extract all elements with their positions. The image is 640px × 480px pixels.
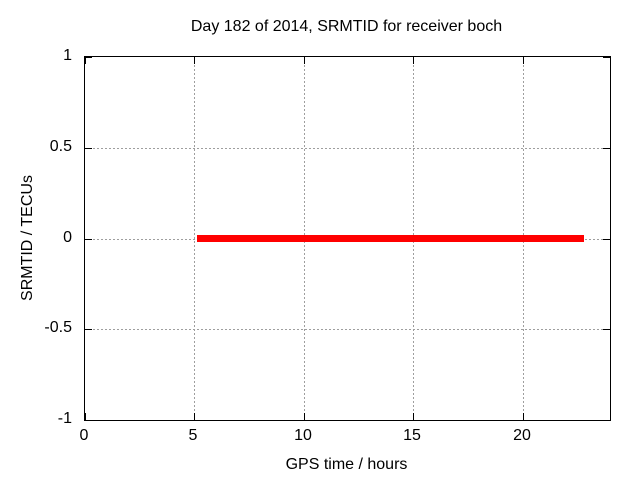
y-tick-left xyxy=(85,57,92,58)
y-tick-right xyxy=(603,329,610,330)
v-gridline xyxy=(194,57,195,420)
h-gridline xyxy=(85,148,610,149)
x-tick-top xyxy=(413,57,414,64)
x-tick-bottom xyxy=(413,413,414,420)
x-tick-label: 10 xyxy=(294,427,312,444)
y-tick-left xyxy=(85,239,92,240)
x-tick-top xyxy=(523,57,524,64)
x-tick-label: 5 xyxy=(188,427,198,444)
y-tick-label: -1 xyxy=(57,410,72,427)
x-tick-bottom xyxy=(523,413,524,420)
y-tick-right xyxy=(603,148,610,149)
x-tick-label: 0 xyxy=(79,427,89,444)
y-tick-left xyxy=(85,420,92,421)
y-tick-right xyxy=(603,239,610,240)
y-tick-left xyxy=(85,329,92,330)
y-tick-left xyxy=(85,148,92,149)
x-tick-label: 20 xyxy=(513,427,531,444)
x-tick-top xyxy=(304,57,305,64)
y-tick-label: 1 xyxy=(63,47,72,64)
chart-title: Day 182 of 2014, SRMTID for receiver boc… xyxy=(190,18,503,35)
y-tick-label: 0 xyxy=(63,229,72,246)
x-tick-bottom xyxy=(85,413,86,420)
y-tick-label: -0.5 xyxy=(44,319,72,336)
series-line-srmtid xyxy=(197,235,584,242)
x-tick-top xyxy=(194,57,195,64)
h-gridline xyxy=(85,329,610,330)
y-tick-right xyxy=(603,57,610,58)
x-axis-label: GPS time / hours xyxy=(285,456,408,473)
plot-area xyxy=(84,56,611,421)
x-tick-label: 15 xyxy=(403,427,421,444)
y-tick-label: 0.5 xyxy=(49,138,72,155)
x-tick-bottom xyxy=(194,413,195,420)
y-tick-right xyxy=(603,420,610,421)
x-tick-bottom xyxy=(304,413,305,420)
x-tick-top xyxy=(85,57,86,64)
